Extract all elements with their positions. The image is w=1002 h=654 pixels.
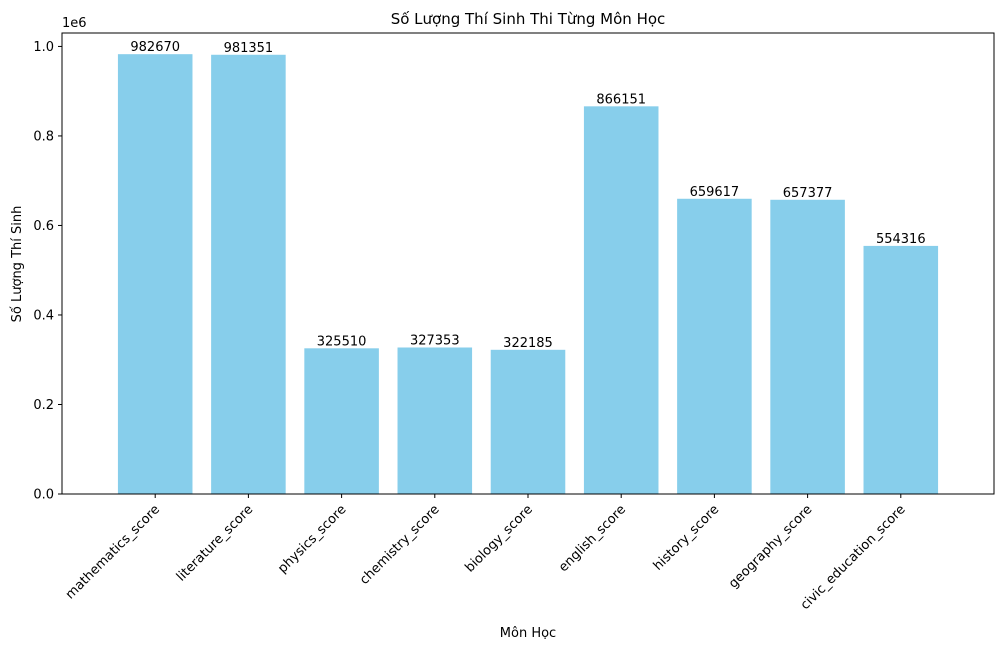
data-label-mathematics_score: 982670 — [130, 40, 180, 55]
y-tick-label: 0.4 — [33, 308, 54, 323]
data-label-physics_score: 325510 — [317, 334, 367, 349]
x-tick-label-physics_score: physics_score — [275, 502, 349, 576]
x-tick-label-chemistry_score: chemistry_score — [357, 502, 443, 588]
y-tick-label: 1.0 — [33, 40, 54, 55]
x-tick-label-english_score: english_score — [556, 502, 629, 575]
x-tick-label-history_score: history_score — [651, 502, 723, 574]
x-tick-label-civic_education_score: civic_education_score — [798, 502, 909, 613]
data-label-english_score: 866151 — [596, 92, 646, 107]
bar-physics_score — [304, 348, 379, 494]
bar-civic_education_score — [863, 245, 939, 494]
bar-geography_score — [770, 199, 845, 494]
bar-english_score — [583, 106, 659, 494]
plot-area: 982670 mathematics_score 981351 literature_… — [33, 32, 995, 613]
data-label-biology_score: 322185 — [503, 336, 553, 351]
y-axis-label: Số Lượng Thí Sinh — [10, 206, 25, 323]
data-label-literature_score: 981351 — [224, 41, 274, 56]
y-tick-label: 0.6 — [33, 219, 54, 234]
x-tick-label-literature_score: literature_score — [174, 502, 256, 584]
y-tick-label: 0.8 — [33, 129, 54, 144]
bar-biology_score — [490, 349, 566, 494]
chart-title: Số Lượng Thí Sinh Thi Từng Môn Học — [391, 10, 666, 28]
bar-mathematics_score — [117, 54, 193, 495]
bar-chemistry_score — [397, 347, 473, 494]
data-label-civic_education_score: 554316 — [876, 232, 926, 247]
x-tick-label-biology_score: biology_score — [462, 502, 535, 575]
data-label-chemistry_score: 327353 — [410, 333, 460, 348]
x-tick-label-geography_score: geography_score — [726, 502, 815, 591]
y-tick-label: 0.2 — [33, 398, 54, 413]
x-axis-label: Môn Học — [500, 626, 556, 641]
x-tick-label-mathematics_score: mathematics_score — [63, 502, 163, 602]
y-tick-label: 0.0 — [33, 488, 54, 503]
y-axis-offset-label: 1e6 — [62, 16, 87, 31]
data-label-geography_score: 657377 — [783, 186, 833, 201]
plot-frame — [61, 32, 995, 495]
bar-history_score — [677, 198, 752, 494]
data-label-history_score: 659617 — [690, 185, 740, 200]
bar-literature_score — [211, 54, 286, 495]
